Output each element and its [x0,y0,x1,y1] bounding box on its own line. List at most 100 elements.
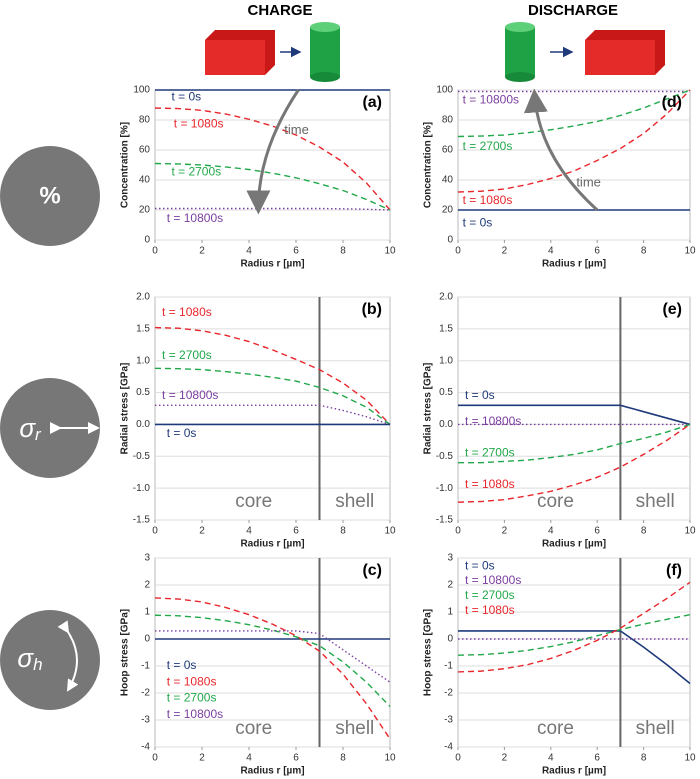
series-label: t = 1080s [463,193,513,207]
series-label: t = 0s [465,558,495,572]
y-axis-label: Radial stress [GPa] [120,363,131,455]
x-tick-label: 2 [502,246,508,257]
series-label: t = 10800s [167,707,223,721]
plot-area [154,296,391,521]
plot-area [154,557,391,748]
x-tick-label: 10 [384,753,396,764]
y-tick-label: -2 [141,688,150,699]
y-tick-label: 80 [442,115,454,126]
x-tick-label: 0 [455,526,461,537]
x-axis-label: Radius r [µm] [240,766,304,777]
x-tick-label: 2 [502,753,508,764]
x-tick-label: 10 [684,753,696,764]
y-tick-label: 60 [139,145,151,156]
y-axis-label: Radial stress [GPa] [423,363,434,455]
panel-label: (c) [362,562,382,579]
series-label: t = 0s [167,658,197,672]
y-tick-label: -0.5 [436,451,454,462]
panel-label: (d) [662,94,682,111]
row-sub: h [33,655,42,674]
y-tick-label: 2.0 [136,292,150,303]
row-label: % [39,182,60,209]
y-tick-label: 2 [447,580,453,591]
y-tick-label: 100 [133,85,150,96]
y-tick-label: 2.0 [439,292,453,303]
x-axis-label: Radius r [µm] [542,259,606,270]
series-label: t = 1080s [167,674,217,688]
row-circle [0,610,100,710]
x-tick-label: 10 [384,246,396,257]
x-tick-label: 0 [152,753,158,764]
y-tick-label: 1.0 [439,355,453,366]
x-tick-label: 8 [340,526,346,537]
row-symbol: σ [19,413,36,443]
series-line [155,404,391,426]
icon-charge [205,22,340,82]
y-tick-label: 0 [447,634,453,645]
y-tick-label: 1 [144,607,150,618]
row-label: σr [19,413,42,445]
x-tick-label: 0 [152,246,158,257]
icon-discharge [505,22,665,82]
x-tick-label: 10 [684,526,696,537]
x-axis-label: Radius r [µm] [240,539,304,550]
x-tick-label: 8 [340,246,346,257]
x-tick-label: 4 [246,526,252,537]
y-axis-label: Hoop stress [GPa] [423,609,434,696]
series-label: t = 0s [465,388,495,402]
y-tick-label: 1.5 [136,323,150,334]
series-label: t = 10800s [465,414,521,428]
panel-label: (f) [666,562,682,579]
series-label: t = 10800s [167,211,223,225]
y-tick-label: 0.5 [439,387,453,398]
series-label: t = 2700s [465,588,515,602]
series-label: t = 2700s [465,445,515,459]
annotation: core [235,491,272,512]
x-tick-label: 0 [455,246,461,257]
y-tick-label: -1 [141,661,150,672]
x-tick-label: 2 [199,246,205,257]
x-tick-label: 4 [548,753,554,764]
annotation: core [235,718,272,739]
series-label: t = 1080s [465,477,515,491]
y-tick-label: 60 [442,145,454,156]
x-tick-label: 8 [340,753,346,764]
x-axis-label: Radius r [µm] [240,259,304,270]
y-axis-label: Hoop stress [GPa] [120,609,131,696]
y-axis-label: Concentration [%] [423,122,434,208]
annotation: time [576,174,601,189]
series-label: t = 0s [167,426,197,440]
y-tick-label: 3 [447,553,453,564]
y-tick-label: -4 [141,742,150,753]
time-arrow [246,89,300,215]
x-axis-label: Radius r [µm] [542,539,606,550]
annotation: time [284,122,309,137]
y-tick-label: 1.0 [136,355,150,366]
series-line [458,423,691,464]
x-tick-label: 10 [384,526,396,537]
y-tick-label: 0 [144,235,150,246]
x-tick-label: 8 [641,753,647,764]
series-label: t = 10800s [162,388,218,402]
x-tick-label: 2 [199,753,205,764]
y-tick-label: 20 [442,205,454,216]
series-label: t = 0s [463,216,493,230]
y-tick-label: 100 [436,85,453,96]
plot-area [154,89,391,241]
annotation: shell [335,718,374,739]
series-label: t = 2700s [167,691,217,705]
header: DISCHARGE [528,2,618,19]
y-tick-label: 0.0 [136,419,150,430]
x-tick-label: 6 [594,753,600,764]
x-tick-label: 8 [641,246,647,257]
series-line [154,597,391,740]
x-tick-label: 4 [548,526,554,537]
row-circle [0,146,100,246]
series-label: t = 1080s [174,117,224,131]
y-tick-label: 0.5 [136,387,150,398]
y-tick-label: 0.0 [439,419,453,430]
y-tick-label: 3 [144,553,150,564]
series-line [155,207,391,211]
